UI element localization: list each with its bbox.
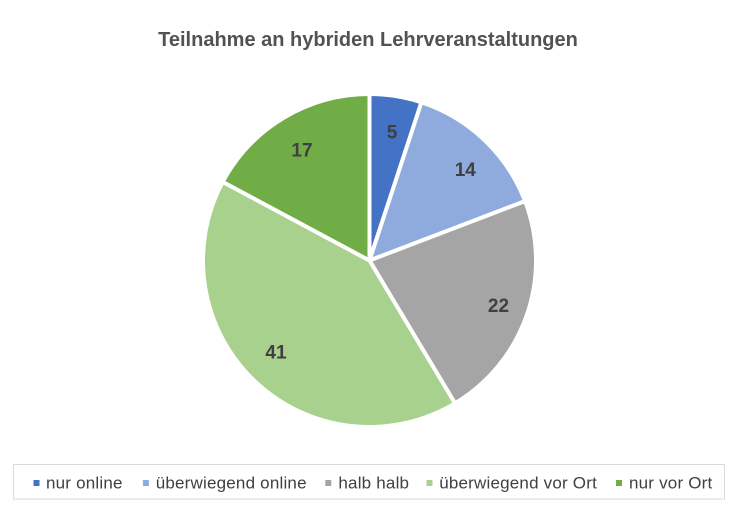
svg-text:halb halb: halb halb bbox=[338, 473, 409, 492]
svg-text:nur online: nur online bbox=[46, 473, 123, 492]
svg-text:17: 17 bbox=[291, 140, 312, 161]
svg-text:Teilnahme an hybriden Lehrvera: Teilnahme an hybriden Lehrveranstaltunge… bbox=[158, 29, 578, 51]
svg-text:überwiegend vor Ort: überwiegend vor Ort bbox=[439, 473, 597, 492]
svg-text:überwiegend online: überwiegend online bbox=[156, 473, 307, 492]
svg-text:nur vor Ort: nur vor Ort bbox=[629, 473, 713, 492]
svg-text:5: 5 bbox=[387, 123, 398, 144]
svg-text:41: 41 bbox=[265, 343, 287, 364]
svg-text:14: 14 bbox=[455, 160, 477, 181]
svg-text:22: 22 bbox=[488, 296, 509, 317]
